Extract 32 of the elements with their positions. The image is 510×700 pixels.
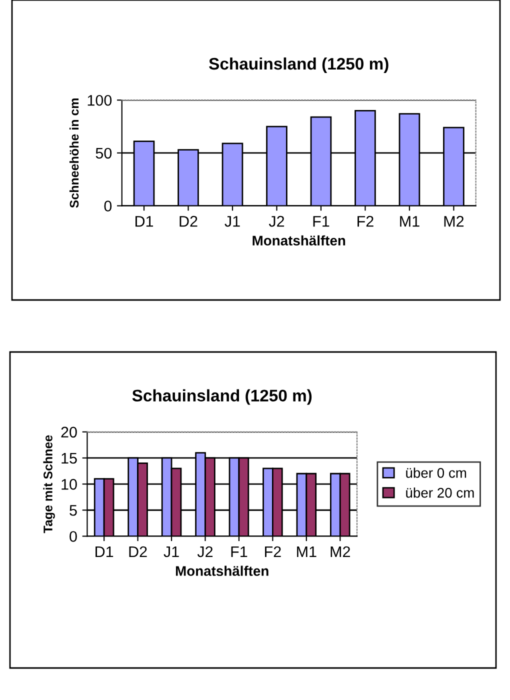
x-tick-label: M2 bbox=[330, 546, 350, 557]
x-tick-label: M1 bbox=[297, 546, 316, 557]
y-tick-label: 100 bbox=[88, 94, 112, 106]
y-tick-label: 15 bbox=[62, 453, 77, 464]
x-axis-title: Monatshälften bbox=[252, 235, 346, 246]
legend-label: über 20 cm bbox=[406, 488, 474, 498]
x-tick-label: M2 bbox=[444, 216, 464, 227]
x-tick-label: F2 bbox=[265, 546, 281, 557]
y-tick-label: 0 bbox=[104, 200, 112, 212]
chart-title: Schauinsland (1250 m) bbox=[209, 57, 388, 74]
x-tick-label: D1 bbox=[96, 546, 114, 557]
x-tick-label: M1 bbox=[400, 216, 420, 227]
legend-label: über 0 cm bbox=[406, 468, 466, 478]
x-tick-label: F1 bbox=[313, 216, 330, 227]
y-axis-title: Tage mit Schnee bbox=[43, 435, 55, 534]
x-tick-label: D2 bbox=[180, 216, 198, 227]
chart-title: Schauinsland (1250 m) bbox=[132, 389, 312, 405]
y-tick-label: 20 bbox=[61, 426, 77, 438]
x-tick-label: J2 bbox=[197, 546, 213, 558]
x-tick-label: J1 bbox=[164, 546, 179, 558]
x-tick-label: D1 bbox=[136, 216, 154, 227]
y-axis-title: Schneehöhe in cm bbox=[69, 98, 79, 208]
y-tick-label: 0 bbox=[70, 531, 77, 542]
x-tick-label: D2 bbox=[129, 546, 147, 557]
x-tick-label: F1 bbox=[231, 546, 248, 557]
x-axis-title: Monatshälften bbox=[176, 566, 268, 576]
x-tick-label: J1 bbox=[224, 216, 240, 227]
y-tick-label: 10 bbox=[62, 478, 77, 490]
y-tick-label: 5 bbox=[70, 505, 77, 516]
x-tick-label: J2 bbox=[268, 216, 284, 227]
y-tick-label: 50 bbox=[96, 148, 112, 159]
x-tick-label: F2 bbox=[358, 216, 374, 227]
